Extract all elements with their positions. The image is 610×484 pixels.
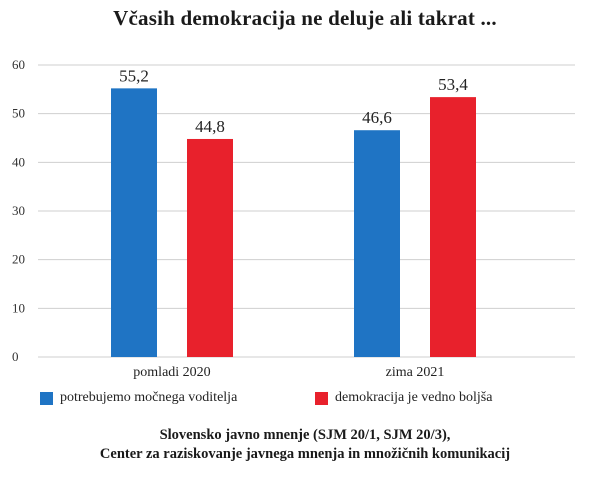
legend-item-series-2: demokracija je vedno boljša (315, 390, 492, 406)
legend: potrebujemo močnega voditelja demokracij… (0, 390, 610, 412)
y-tick-label: 10 (12, 300, 25, 315)
y-tick-label: 20 (12, 252, 25, 267)
y-tick-label: 30 (12, 203, 25, 218)
legend-item-series-1: potrebujemo močnega voditelja (40, 390, 237, 406)
legend-label-series-2: demokracija je vedno boljša (335, 390, 493, 405)
y-tick-label: 0 (12, 349, 19, 364)
legend-label-series-1: potrebujemo močnega voditelja (60, 390, 238, 405)
y-tick-label: 60 (12, 57, 25, 72)
bar (111, 88, 157, 358)
y-tick-label: 50 (12, 106, 25, 121)
data-label: 44,8 (195, 117, 225, 136)
legend-swatch-red (315, 391, 328, 405)
data-label: 46,6 (362, 108, 392, 127)
data-label: 55,2 (119, 66, 149, 85)
bar (354, 130, 400, 357)
data-label: 53,4 (438, 75, 468, 94)
bar (430, 97, 476, 358)
bar (187, 138, 233, 357)
source-note: Slovensko javno mnenje (SJM 20/1, SJM 20… (0, 426, 610, 464)
chart-title: Včasih demokracija ne deluje ali takrat … (113, 6, 497, 30)
legend-swatch-blue (40, 391, 53, 405)
source-line-1: Slovensko javno mnenje (SJM 20/1, SJM 20… (159, 427, 451, 443)
category-label: zima 2021 (386, 365, 445, 380)
category-label: pomladi 2020 (133, 365, 210, 380)
y-tick-label: 40 (12, 154, 25, 169)
source-line-2: Center za raziskovanje javnega mnenja in… (99, 446, 511, 462)
bar-chart: 0 10 20 30 40 50 60 55,2 44,8 pomladi 2020 46,6 53,… (12, 57, 575, 380)
